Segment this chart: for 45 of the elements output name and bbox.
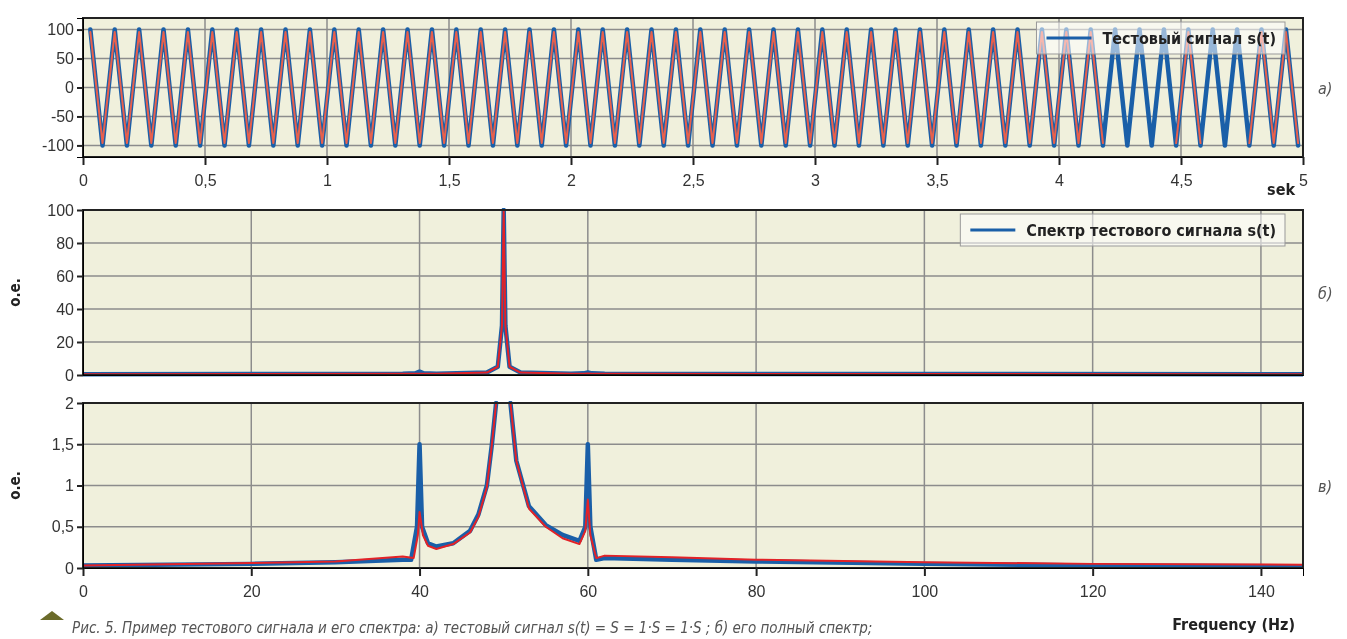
x-tick-label: 120 — [1079, 583, 1107, 601]
x-tick-label: 5 — [1299, 172, 1309, 190]
legend-label: Тестовый сигнал s(t) — [1102, 29, 1276, 48]
text: б) — [1318, 283, 1333, 303]
y-axis-title: o.e. — [6, 278, 24, 307]
x-tick-label: 80 — [747, 583, 766, 601]
y-tick-label: 1,5 — [51, 435, 75, 453]
y-tick-label: 2 — [65, 394, 75, 412]
x-tick-label: 0 — [79, 583, 89, 601]
y-tick-label: 20 — [56, 333, 75, 351]
y-tick-label: 0 — [65, 366, 75, 384]
y-tick-label: 0 — [65, 79, 75, 97]
x-tick-label: 40 — [411, 583, 430, 601]
y-tick-label: 60 — [56, 267, 75, 285]
x-axis-title: Frequency (Hz) — [1172, 615, 1295, 634]
y-axis-title: o.e. — [6, 471, 24, 500]
x-tick-label: 60 — [579, 583, 598, 601]
x-tick-label: 0,5 — [194, 172, 217, 190]
y-tick-label: -100 — [41, 137, 75, 155]
y-tick-label: 100 — [47, 201, 75, 219]
x-tick-label: 1 — [323, 172, 333, 190]
legend-label: Спектр тестового сигнала s(t) — [1026, 221, 1276, 240]
text: в) — [1318, 476, 1333, 496]
y-tick-label: -50 — [50, 108, 75, 126]
x-tick-label: 1,5 — [438, 172, 461, 190]
y-tick-label: 50 — [56, 50, 75, 68]
x-tick-label: 2,5 — [682, 172, 705, 190]
text: Рис. 5. Пример тестового сигнала и его спектра: а) тестовый сигнал s(t) = S = 1·S = 1·S ; б) его полный спектр; — [72, 619, 873, 637]
y-tick-label: 1 — [65, 477, 75, 495]
y-tick-label: 40 — [56, 300, 75, 318]
text: а) — [1318, 78, 1333, 98]
x-tick-label: 2 — [567, 172, 577, 190]
x-tick-label: 0 — [79, 172, 89, 190]
x-axis-title: sek — [1267, 180, 1296, 199]
x-tick-label: 100 — [911, 583, 939, 601]
x-tick-label: 3,5 — [926, 172, 949, 190]
y-tick-label: 80 — [56, 234, 75, 252]
x-tick-label: 4 — [1055, 172, 1065, 190]
x-tick-label: 20 — [242, 583, 261, 601]
y-tick-label: 100 — [47, 21, 75, 39]
x-tick-label: 4,5 — [1170, 172, 1193, 190]
y-tick-label: 0,5 — [51, 518, 75, 536]
y-tick-label: 0 — [65, 559, 75, 577]
x-tick-label: 140 — [1248, 583, 1275, 601]
x-tick-label: 3 — [811, 172, 821, 190]
